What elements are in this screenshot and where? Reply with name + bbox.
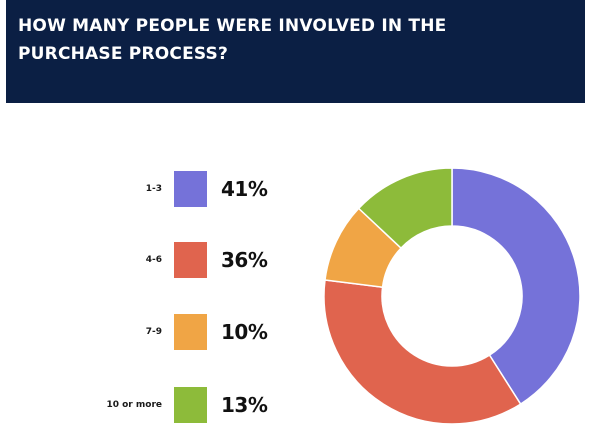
legend-label: 10 or more — [106, 400, 162, 410]
legend-value: 13% — [221, 393, 268, 417]
legend-value: 10% — [221, 320, 268, 344]
chart-title: How many people were involved in the pur… — [18, 16, 447, 64]
legend-item: 7-9 10% — [0, 314, 300, 350]
legend-item: 10 or more 13% — [0, 387, 300, 423]
legend-item: 1-3 41% — [0, 171, 300, 207]
legend-swatch — [174, 387, 207, 423]
legend-swatch — [174, 242, 207, 278]
legend-swatch — [174, 314, 207, 350]
donut-slice-10-or-more — [357, 167, 453, 250]
legend-label: 7-9 — [145, 327, 162, 337]
legend-label: 4-6 — [145, 255, 162, 265]
legend-label: 1-3 — [145, 184, 162, 194]
title-banner: How many people were involved in the pur… — [6, 0, 585, 103]
legend-value: 36% — [221, 248, 268, 272]
legend-value: 41% — [221, 177, 268, 201]
donut-chart — [323, 167, 581, 425]
legend-item: 4-6 36% — [0, 242, 300, 278]
legend-swatch — [174, 171, 207, 207]
donut-slice-1-3 — [451, 167, 581, 406]
donut-slice-4-6 — [323, 279, 522, 425]
